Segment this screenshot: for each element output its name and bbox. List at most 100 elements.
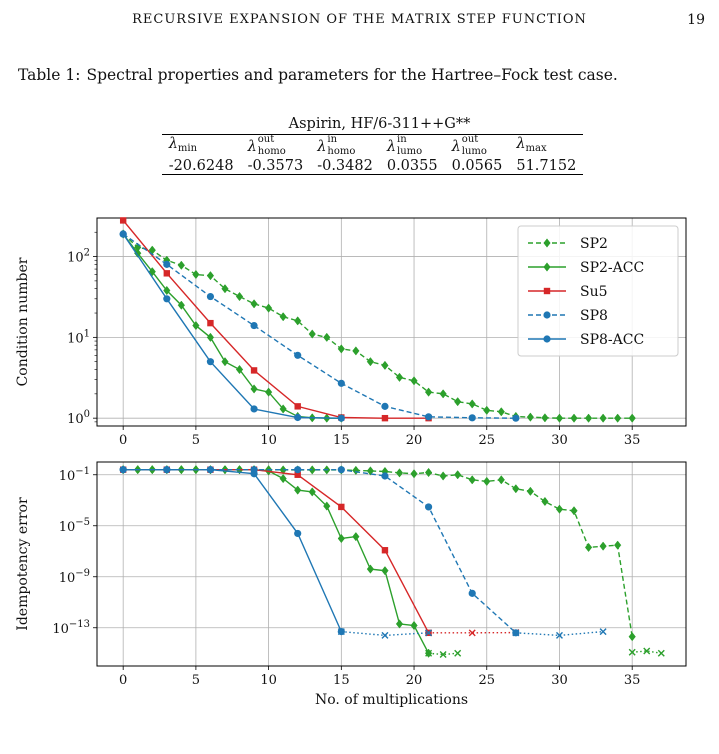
series-sp2-below-threshold: [628, 647, 665, 657]
running-title: RECURSIVE EXPANSION OF THE MATRIX STEP F…: [132, 12, 587, 27]
data-point: [250, 470, 258, 478]
data-point: [294, 403, 301, 410]
table-cell: -0.3573: [247, 158, 304, 174]
series-sp8-below-threshold: [512, 628, 607, 639]
data-point: [264, 303, 273, 313]
data-point: [235, 364, 244, 375]
data-point: [454, 470, 462, 480]
data-point: [468, 414, 476, 422]
data-point: [454, 649, 462, 657]
series-line: [515, 630, 604, 637]
x-tick-label: 15: [333, 673, 350, 688]
x-tick-label: 25: [478, 433, 495, 448]
y-tick-label: 101: [67, 328, 90, 346]
data-point: [119, 466, 127, 474]
data-point: [555, 631, 563, 639]
y-axis-label: Condition number: [15, 257, 31, 386]
data-point: [308, 465, 316, 475]
x-tick-label: 35: [624, 673, 641, 688]
series-su5-below-threshold: [425, 629, 520, 637]
data-point: [352, 346, 360, 356]
data-point: [163, 295, 171, 303]
table-cell: -0.3482: [317, 158, 373, 174]
data-point: [555, 413, 564, 423]
data-point: [294, 466, 302, 474]
data-point: [395, 468, 404, 478]
legend: SP2 SP2-ACC Su5 SP8 SP8-ACC: [517, 225, 679, 357]
data-point: [337, 466, 345, 474]
series-line: [122, 233, 516, 419]
y-axis-label: Idempotency error: [15, 497, 31, 631]
data-point: [555, 504, 564, 514]
data-point: [381, 472, 389, 480]
x-tick-label: 10: [260, 673, 277, 688]
series-sp8-acc: [119, 230, 345, 422]
data-point: [338, 503, 345, 511]
data-point: [279, 404, 287, 414]
data-point: [207, 319, 214, 327]
series-sp8-acc-below-threshold: [337, 628, 433, 639]
x-tick-label: 0: [119, 433, 127, 448]
series-line: [123, 469, 342, 632]
legend-label: SP2: [580, 236, 608, 252]
data-point: [424, 387, 433, 397]
data-point: [250, 299, 258, 309]
condition-number-plot: 0 5 10 15 20 25 30 35 100 101 102 Condition number S…: [15, 217, 687, 448]
data-point: [366, 357, 375, 367]
data-point: [628, 632, 636, 642]
series-line: [123, 469, 430, 654]
data-point: [337, 344, 345, 354]
data-point: [294, 471, 301, 478]
data-point: [352, 465, 360, 475]
data-point: [614, 540, 622, 550]
caption-text: Spectral properties and parameters for t…: [86, 66, 618, 84]
series-line: [341, 630, 429, 637]
x-tick-label: 0: [119, 673, 127, 688]
y-tick-label: 10−9: [59, 568, 90, 586]
series-sp2-acc: [119, 229, 345, 423]
data-point: [163, 285, 171, 296]
page-header: RECURSIVE EXPANSION OF THE MATRIX STEP F…: [0, 12, 719, 32]
spectral-table-block: Aspirin, HF/6-311++G** λmin λ out homo λ in…: [0, 116, 719, 175]
data-point: [381, 566, 389, 576]
data-point: [177, 300, 185, 310]
x-axis-label: No. of multiplications: [315, 692, 468, 708]
caption-label: Table 1:: [18, 66, 81, 84]
data-point: [250, 384, 258, 394]
col-lambda-max: λmax: [516, 136, 547, 154]
legend-label: SP8-ACC: [580, 332, 644, 348]
data-point: [543, 335, 551, 343]
col-lambda-lumo-in: λ in lumo: [386, 134, 423, 157]
x-tick-label: 35: [624, 433, 641, 448]
data-point: [425, 649, 433, 657]
data-point: [497, 407, 505, 417]
data-point: [308, 487, 316, 497]
data-point: [439, 650, 447, 658]
x-tick-label: 20: [406, 433, 423, 448]
data-point: [424, 413, 433, 421]
data-point: [439, 471, 447, 481]
data-point: [425, 629, 433, 637]
table-cell: -20.6248: [168, 158, 234, 174]
data-point: [294, 485, 302, 495]
data-point: [294, 351, 302, 359]
y-tick-label: 10−5: [59, 517, 90, 535]
data-point: [366, 564, 375, 574]
data-point: [541, 413, 549, 423]
data-point: [599, 628, 607, 636]
idempotency-error-plot: 0 5 10 15 20 25 30 35 10−1 10−5 10−9 10−13 Idempoten…: [15, 461, 687, 708]
data-point: [628, 413, 636, 423]
series-sp2-acc-below-threshold: [425, 649, 462, 658]
data-point: [323, 501, 331, 511]
data-point: [323, 332, 331, 342]
data-point: [541, 496, 549, 507]
y-tick-label: 100: [67, 409, 90, 427]
data-point: [643, 647, 651, 655]
data-point: [206, 271, 215, 281]
data-point: [264, 387, 273, 397]
data-point: [526, 486, 535, 496]
col-lambda-min: λmin: [168, 136, 198, 154]
plot-frame: [96, 217, 687, 427]
data-point: [206, 332, 215, 342]
